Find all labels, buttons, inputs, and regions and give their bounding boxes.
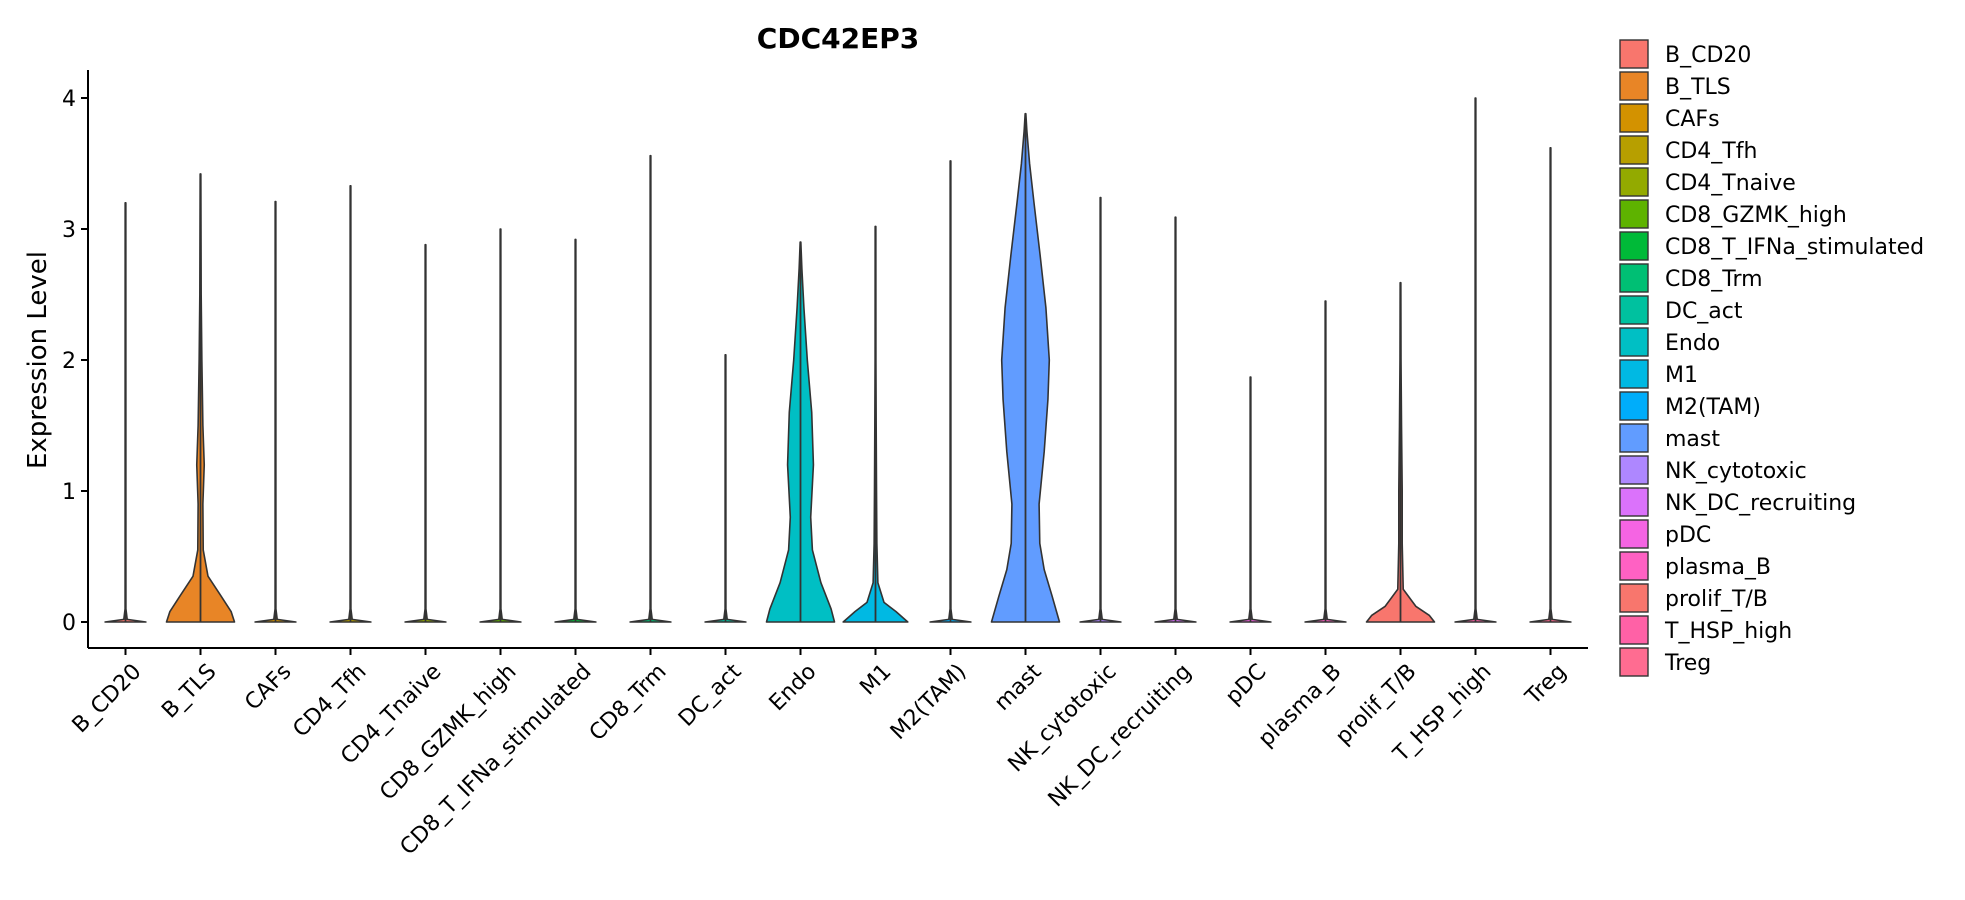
legend-label: CAFs <box>1665 107 1720 132</box>
x-tick-label: CD8_Trm <box>585 659 672 746</box>
y-tick-label: 1 <box>62 480 76 505</box>
legend-swatch <box>1619 551 1649 581</box>
legend-label: plasma_B <box>1665 555 1771 580</box>
legend-label: CD8_Trm <box>1665 267 1763 292</box>
legend-swatch <box>1619 167 1649 197</box>
x-tick-label: M2(TAM) <box>886 659 971 744</box>
legend-swatch <box>1619 519 1649 549</box>
x-tick-label: NK_DC_recruiting <box>1044 659 1197 812</box>
legend-label: NK_DC_recruiting <box>1665 491 1856 516</box>
chart-title: CDC42EP3 <box>757 22 919 55</box>
y-tick-label: 4 <box>62 87 76 112</box>
legend-label: B_TLS <box>1665 75 1731 100</box>
legend-label: M2(TAM) <box>1665 395 1761 420</box>
x-tick-label: DC_act <box>674 659 747 732</box>
y-tick-label: 2 <box>62 349 76 374</box>
legend-swatch <box>1619 359 1649 389</box>
x-tick-label: B_TLS <box>157 659 221 723</box>
x-tick-label: B_CD20 <box>68 659 147 738</box>
x-tick-label: pDC <box>1221 659 1271 709</box>
legend-swatch <box>1619 135 1649 165</box>
legend-swatch <box>1619 199 1649 229</box>
legend-swatch <box>1619 583 1649 613</box>
legend-label: prolif_T/B <box>1665 587 1768 612</box>
legend-swatch <box>1619 295 1649 325</box>
legend-swatch <box>1619 487 1649 517</box>
violins-layer <box>104 97 1572 623</box>
legend-label: pDC <box>1665 523 1711 548</box>
legend-label: NK_cytotoxic <box>1665 459 1807 484</box>
legend-swatch <box>1619 39 1649 69</box>
legend-swatch <box>1619 327 1649 357</box>
legend-label: B_CD20 <box>1665 43 1751 68</box>
legend-label: CD4_Tfh <box>1665 139 1757 164</box>
legend-label: mast <box>1665 427 1720 452</box>
legend-label: CD8_GZMK_high <box>1665 203 1847 228</box>
legend-label: Endo <box>1665 331 1720 356</box>
legend-label: DC_act <box>1665 299 1743 324</box>
legend-label: Treg <box>1664 651 1711 676</box>
x-tick-label: mast <box>990 659 1047 716</box>
x-tick-label: plasma_B <box>1254 659 1347 752</box>
legend-swatch <box>1619 103 1649 133</box>
legend-swatch <box>1619 391 1649 421</box>
y-tick-label: 3 <box>62 218 76 243</box>
legend-label: M1 <box>1665 363 1698 388</box>
legend-swatch <box>1619 647 1649 677</box>
legend-swatch <box>1619 423 1649 453</box>
legend-swatch <box>1619 455 1649 485</box>
x-tick-label: CD8_GZMK_high <box>375 659 521 805</box>
legend-label: T_HSP_high <box>1664 619 1792 644</box>
legend-label: CD4_Tnaive <box>1665 171 1796 196</box>
legend: B_CD20 B_TLS CAFs CD4_Tfh CD4_Tnaive CD8_GZMK… <box>1619 39 1924 677</box>
y-axis-title: Expression Level <box>23 251 53 469</box>
legend-swatch <box>1619 263 1649 293</box>
x-tick-label: Treg <box>1520 659 1571 710</box>
x-tick-label: Endo <box>765 659 822 716</box>
x-tick-label: M1 <box>855 659 896 700</box>
legend-swatch <box>1619 71 1649 101</box>
y-tick-label: 0 <box>62 611 76 636</box>
legend-swatch <box>1619 615 1649 645</box>
x-tick-label: CAFs <box>240 659 296 715</box>
legend-swatch <box>1619 231 1649 261</box>
legend-label: CD8_T_IFNa_stimulated <box>1665 235 1924 260</box>
